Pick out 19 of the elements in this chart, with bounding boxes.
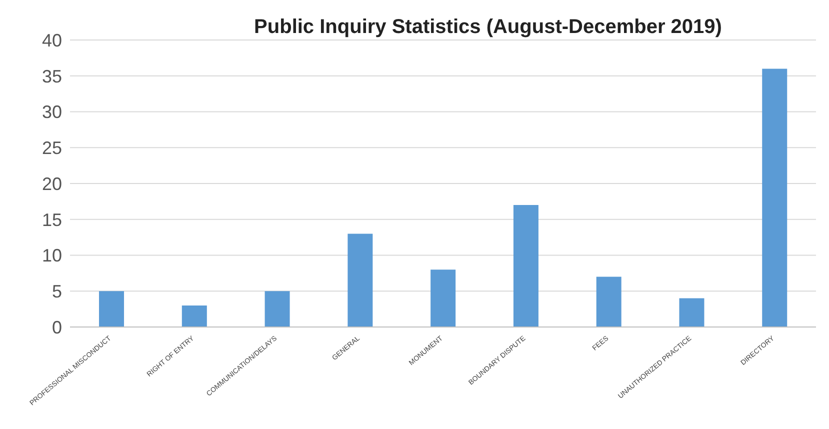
y-tick-label: 5 [52,282,62,302]
y-tick-label: 20 [42,174,62,194]
y-tick-label: 0 [52,317,62,338]
bar [679,298,704,327]
y-tick-label: 35 [42,66,62,86]
bar [513,205,538,327]
chart-title: Public Inquiry Statistics (August-December 2019) [253,16,723,39]
y-tick-label: 15 [42,210,62,230]
bar [430,270,456,327]
bar [99,291,124,327]
y-tick-label: 10 [42,246,62,266]
y-tick-label: 25 [42,138,62,158]
bar [348,234,373,327]
bar [182,305,207,327]
y-tick-label: 40 [42,30,62,50]
y-tick-label: 30 [42,102,62,122]
bar [596,276,622,327]
bar [762,68,788,327]
bar [264,291,290,327]
